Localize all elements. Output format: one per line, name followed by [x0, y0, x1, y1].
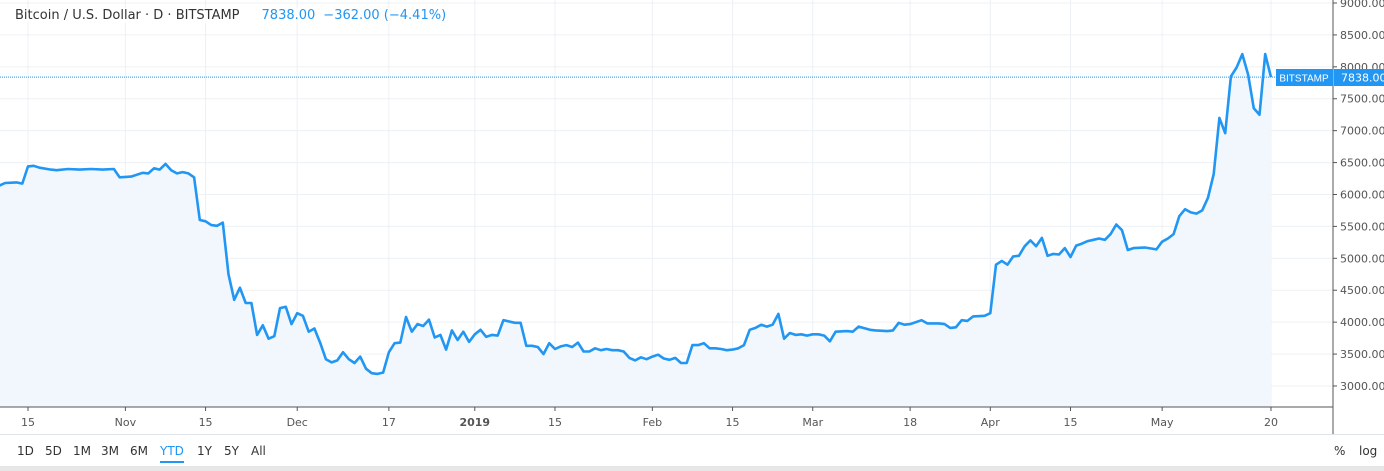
log-scale-toggle[interactable]: log	[1359, 444, 1378, 458]
x-tick-label: 15	[726, 416, 740, 429]
y-tick-label: 7500.00	[1340, 93, 1384, 106]
x-tick-label: Apr	[981, 416, 1001, 429]
bottom-border	[0, 466, 1384, 471]
range-1y[interactable]: 1Y	[197, 444, 212, 458]
range-5d[interactable]: 5D	[45, 444, 62, 458]
last-price: 7838.00	[261, 8, 316, 23]
x-tick-label: Nov	[115, 416, 137, 429]
x-tick-label: Feb	[643, 416, 662, 429]
y-tick-label: 7000.00	[1340, 125, 1384, 138]
x-tick-label: 17	[382, 416, 396, 429]
exchange-label: BITSTAMP	[1279, 74, 1329, 85]
y-tick-label: 9000.00	[1340, 0, 1384, 10]
range-ytd[interactable]: YTD	[160, 444, 184, 463]
range-5y[interactable]: 5Y	[224, 444, 239, 458]
x-tick-label: 20	[1264, 416, 1278, 429]
y-tick-label: 4500.00	[1340, 284, 1384, 297]
y-tick-label: 6000.00	[1340, 188, 1384, 201]
y-tick-label: 8500.00	[1340, 29, 1384, 42]
range-1m[interactable]: 1M	[73, 444, 91, 458]
series-area-fill	[0, 54, 1271, 407]
y-tick-label: 5000.00	[1340, 252, 1384, 265]
symbol-legend: Bitcoin / U.S. Dollar · D · BITSTAMP 7838…	[15, 8, 447, 23]
range-toolbar: % log 1D 5D 1M 3M 6M YTD 1Y 5Y All	[0, 434, 1384, 469]
price-change: −362.00 (−4.41%)	[323, 8, 447, 23]
price-label-bg	[1334, 69, 1384, 86]
range-3m[interactable]: 3M	[101, 444, 119, 458]
x-tick-label: Mar	[802, 416, 823, 429]
percent-scale-toggle[interactable]: %	[1334, 444, 1346, 458]
last-price-label: BITSTAMP 7838.00	[1276, 69, 1384, 86]
series-line	[0, 52, 1273, 376]
range-1d[interactable]: 1D	[17, 444, 34, 458]
price-axis[interactable]: 3000.00 3500.00 4000.00 4500.00 5000.00 5500.…	[1333, 0, 1384, 393]
x-tick-label: 15	[548, 416, 562, 429]
x-tick-label: May	[1151, 416, 1174, 429]
y-tick-label: 5500.00	[1340, 220, 1384, 233]
y-tick-label: 6500.00	[1340, 157, 1384, 170]
time-axis[interactable]: 15 Nov 15 Dec 17 2019 15 Feb 15 Mar 18 Apr 15 May 20	[21, 407, 1278, 429]
range-6m[interactable]: 6M	[130, 444, 148, 458]
symbol-title: Bitcoin / U.S. Dollar · D · BITSTAMP	[15, 8, 240, 23]
exchange-label-bg	[1276, 69, 1333, 86]
y-tick-label: 4000.00	[1340, 316, 1384, 329]
price-label: 7838.00	[1341, 72, 1384, 85]
y-tick-label: 3500.00	[1340, 348, 1384, 361]
range-all[interactable]: All	[251, 444, 266, 458]
x-tick-label: 2019	[459, 416, 490, 429]
y-tick-label: 3000.00	[1340, 380, 1384, 393]
x-tick-label: Dec	[287, 416, 308, 429]
x-tick-label: 15	[199, 416, 213, 429]
x-tick-label: 15	[1063, 416, 1077, 429]
x-tick-label: 15	[21, 416, 35, 429]
price-chart[interactable]: 3000.00 3500.00 4000.00 4500.00 5000.00 5500.…	[0, 0, 1384, 434]
x-tick-label: 18	[903, 416, 917, 429]
